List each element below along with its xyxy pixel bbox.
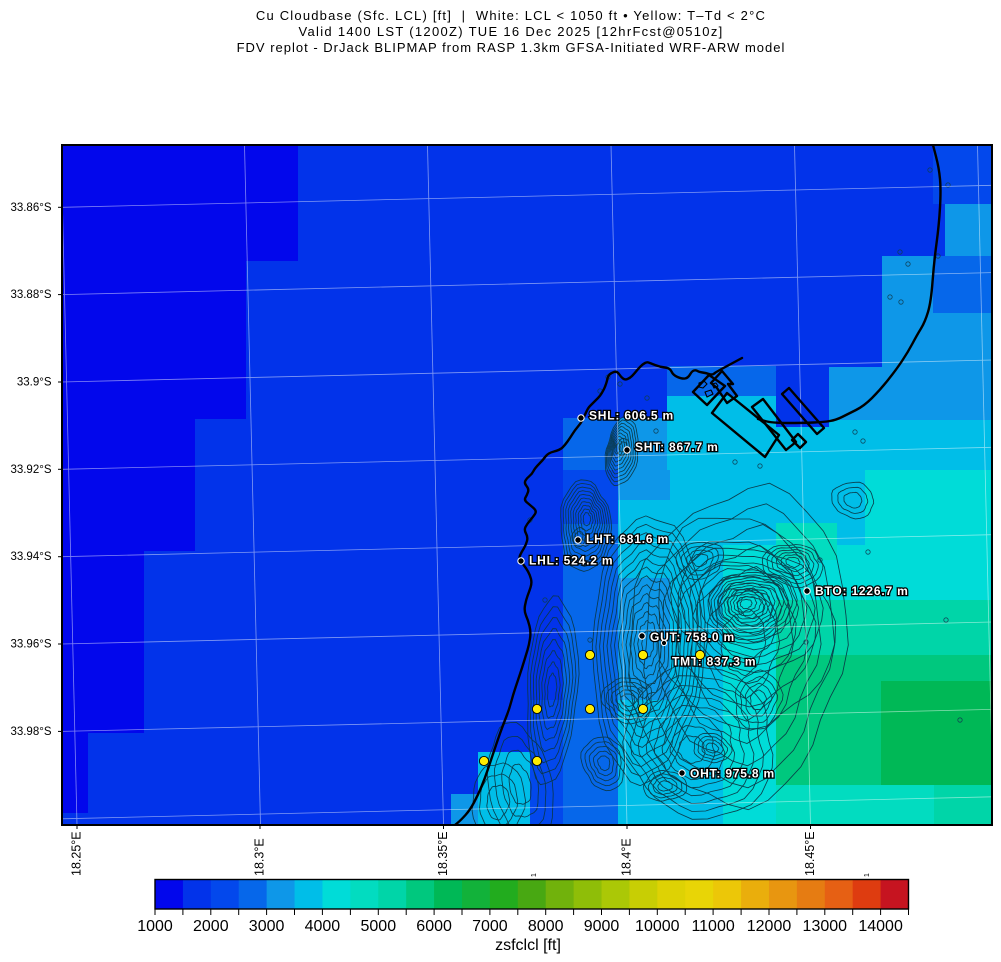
svg-text:18.45°E: 18.45°E bbox=[803, 831, 817, 876]
svg-text:2000: 2000 bbox=[193, 918, 229, 935]
svg-text:33.9°S: 33.9°S bbox=[17, 377, 52, 389]
svg-text:5000: 5000 bbox=[361, 918, 397, 935]
svg-text:33.94°S: 33.94°S bbox=[10, 551, 51, 563]
svg-text:FDV replot - DrJack BLIPMAP fr: FDV replot - DrJack BLIPMAP from RASP 1.… bbox=[237, 40, 786, 55]
svg-text:33.88°S: 33.88°S bbox=[10, 289, 51, 301]
svg-text:12000: 12000 bbox=[747, 918, 792, 935]
svg-text:SHL: 606.5 m: SHL: 606.5 m bbox=[589, 409, 674, 423]
svg-text:3000: 3000 bbox=[249, 918, 285, 935]
svg-text:Valid 1400 LST (1200Z) TUE 16: Valid 1400 LST (1200Z) TUE 16 Dec 2025 [… bbox=[298, 24, 723, 39]
svg-text:1000: 1000 bbox=[137, 918, 173, 935]
svg-text:18.35°E: 18.35°E bbox=[436, 831, 450, 876]
svg-text:33.96°S: 33.96°S bbox=[10, 639, 51, 651]
svg-text:10000: 10000 bbox=[635, 918, 680, 935]
svg-text:33.86°S: 33.86°S bbox=[10, 202, 51, 214]
svg-text:18.4°E: 18.4°E bbox=[620, 838, 634, 876]
svg-text:TMT: 837.3 m: TMT: 837.3 m bbox=[672, 655, 756, 669]
svg-text:GUT: 758.0 m: GUT: 758.0 m bbox=[650, 630, 735, 644]
svg-text:6000: 6000 bbox=[416, 918, 452, 935]
svg-text:OHT: 975.8 m: OHT: 975.8 m bbox=[690, 767, 775, 781]
svg-text:1: 1 bbox=[864, 873, 871, 877]
svg-text:9000: 9000 bbox=[584, 918, 620, 935]
svg-text:33.92°S: 33.92°S bbox=[10, 464, 51, 476]
svg-text:7000: 7000 bbox=[472, 918, 508, 935]
svg-text:8000: 8000 bbox=[528, 918, 564, 935]
svg-text:zsfclcl [ft]: zsfclcl [ft] bbox=[495, 937, 561, 954]
svg-text:11000: 11000 bbox=[691, 918, 734, 935]
svg-text:14000: 14000 bbox=[858, 918, 903, 935]
svg-text:LHT: 681.6 m: LHT: 681.6 m bbox=[586, 532, 669, 546]
svg-text:13000: 13000 bbox=[803, 918, 848, 935]
svg-text:LHL: 524.2 m: LHL: 524.2 m bbox=[529, 554, 613, 568]
svg-text:Cu Cloudbase (Sfc. LCL) [ft]: Cu Cloudbase (Sfc. LCL) [ft] | White: LC… bbox=[256, 8, 766, 23]
svg-text:1: 1 bbox=[531, 873, 538, 877]
svg-text:BTO: 1226.7 m: BTO: 1226.7 m bbox=[815, 584, 909, 598]
svg-text:18.3°E: 18.3°E bbox=[253, 838, 267, 876]
svg-text:18.25°E: 18.25°E bbox=[70, 831, 84, 876]
svg-text:4000: 4000 bbox=[305, 918, 341, 935]
svg-text:33.98°S: 33.98°S bbox=[10, 726, 51, 738]
svg-text:SHT: 867.7 m: SHT: 867.7 m bbox=[635, 440, 719, 454]
